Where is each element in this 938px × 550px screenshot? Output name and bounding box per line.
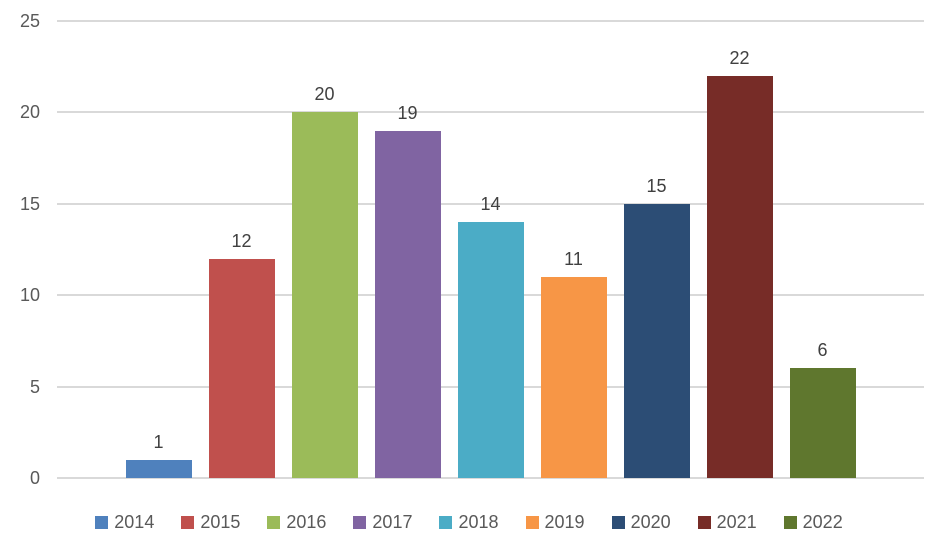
- bar-2019[interactable]: [540, 276, 607, 478]
- legend-item-2022[interactable]: 2022: [783, 512, 843, 532]
- legend-swatch-2019: [525, 515, 539, 529]
- y-axis-tick-label: 0: [29, 468, 40, 488]
- legend-swatch-2021: [697, 515, 711, 529]
- legend-item-2019[interactable]: 2019: [525, 512, 585, 532]
- legend-label-2015: 2015: [200, 512, 241, 532]
- legend-swatch-2015: [181, 515, 195, 529]
- legend-label-2020: 2020: [630, 512, 671, 532]
- gridline-y0: [57, 477, 924, 479]
- legend-swatch-2020: [611, 515, 625, 529]
- bar-group-2020: 15: [623, 175, 690, 478]
- legend: 2014 2015 2016 2017 2018 2019 2020 2021 2022: [0, 512, 938, 532]
- bar-group-2014: 1: [125, 431, 192, 478]
- bar-2020[interactable]: [623, 203, 690, 478]
- bar-group-2019: 11: [540, 248, 607, 478]
- bar-group-2016: 20: [291, 83, 358, 478]
- legend-swatch-2014: [95, 515, 109, 529]
- bar-2018[interactable]: [457, 222, 524, 478]
- legend-item-2020[interactable]: 2020: [611, 512, 671, 532]
- gridline-y15: [57, 202, 924, 205]
- legend-item-2021[interactable]: 2021: [697, 512, 757, 532]
- legend-label-2018: 2018: [458, 512, 499, 532]
- legend-swatch-2017: [353, 515, 367, 529]
- bar-2016[interactable]: [291, 112, 358, 478]
- data-label-2017: 19: [397, 102, 418, 123]
- bar-group-2017: 19: [374, 102, 441, 478]
- legend-label-2014: 2014: [114, 512, 155, 532]
- legend-item-2014[interactable]: 2014: [95, 512, 154, 532]
- bars-row: 1 12 20 19 14 11 15 22 6: [57, 21, 924, 478]
- legend-swatch-2016: [267, 515, 281, 529]
- bar-2022[interactable]: [789, 368, 856, 478]
- data-label-2015: 12: [231, 230, 252, 251]
- bar-2017[interactable]: [374, 130, 441, 478]
- y-axis-tick-label: 10: [19, 285, 40, 306]
- bar-2014[interactable]: [125, 459, 192, 478]
- gridline-y20: [57, 111, 924, 114]
- bar-2021[interactable]: [706, 75, 773, 478]
- bar-group-2018: 14: [457, 193, 524, 478]
- plot-area: 1 12 20 19 14 11 15 22 6: [57, 20, 924, 479]
- data-label-2022: 6: [817, 340, 828, 361]
- legend-label-2019: 2019: [544, 512, 585, 532]
- legend-item-2018[interactable]: 2018: [439, 512, 499, 532]
- y-axis-tick-label: 25: [19, 11, 40, 31]
- data-label-2016: 20: [314, 84, 335, 105]
- data-label-2014: 1: [153, 431, 164, 452]
- bar-2015[interactable]: [208, 258, 275, 478]
- data-label-2020: 15: [646, 175, 667, 196]
- data-label-2019: 11: [564, 248, 583, 269]
- legend-label-2017: 2017: [372, 512, 413, 532]
- bar-group-2021: 22: [706, 47, 773, 478]
- legend-label-2016: 2016: [286, 512, 327, 532]
- y-axis-tick-label: 20: [19, 102, 40, 123]
- bar-group-2022: 6: [789, 339, 856, 478]
- legend-swatch-2022: [783, 515, 797, 529]
- bar-group-2015: 12: [208, 230, 275, 478]
- legend-label-2021: 2021: [716, 512, 757, 532]
- legend-item-2015[interactable]: 2015: [181, 512, 240, 532]
- data-label-2018: 14: [480, 194, 501, 215]
- legend-item-2016[interactable]: 2016: [267, 512, 326, 532]
- y-axis-tick-label: 5: [29, 376, 40, 397]
- gridline-y25: [57, 20, 924, 22]
- legend-label-2022: 2022: [802, 512, 843, 532]
- y-axis-tick-label: 15: [19, 193, 40, 214]
- legend-swatch-2018: [439, 515, 453, 529]
- legend-item-2017[interactable]: 2017: [353, 512, 412, 532]
- data-label-2021: 22: [729, 47, 750, 68]
